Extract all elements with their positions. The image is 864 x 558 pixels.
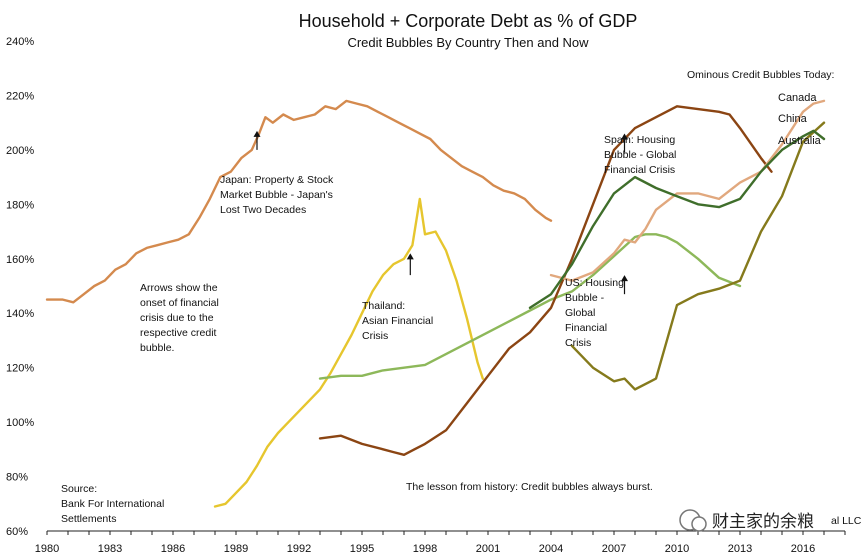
source-line: Bank For International	[61, 498, 164, 510]
series-line-3	[318, 105, 773, 456]
y-tick-label: 160%	[6, 254, 34, 266]
annotation-line: Financial	[565, 322, 607, 334]
arrow-layer	[253, 130, 628, 295]
x-tick-label: 2010	[665, 543, 689, 555]
annotation-line: Spain: Housing	[604, 134, 675, 146]
annotation-line: Lost Two Decades	[220, 204, 306, 216]
annotation-line: crisis due to the	[140, 312, 214, 324]
annotation-arrows-note: Arrows show the onset of financial crisi…	[140, 282, 219, 354]
x-tick-label: 1992	[287, 543, 311, 555]
annotation-line: Bubble -	[565, 292, 605, 304]
series-line-australia	[528, 129, 826, 309]
series-layer	[45, 99, 826, 508]
annotation-line: onset of financial	[140, 297, 219, 309]
annotation-line: Financial Crisis	[604, 164, 675, 176]
chart-subtitle: Credit Bubbles By Country Then and Now	[347, 35, 589, 50]
series-label-china: China	[778, 113, 808, 125]
annotation-line: Crisis	[362, 330, 388, 342]
onset-arrow	[621, 133, 628, 153]
watermark: 财主家的余粮 al LLC	[679, 509, 862, 532]
series-line-0	[45, 99, 553, 304]
x-axis: 1980 1983 1986 1989 1992 1995 1998 2001 2004 2007…	[35, 530, 846, 555]
x-tick-label: 2001	[476, 543, 500, 555]
y-tick-label: 140%	[6, 308, 34, 320]
series-line-canada	[549, 99, 826, 282]
y-tick-label: 60%	[6, 526, 28, 538]
annotation-line: Arrows show the	[140, 282, 218, 294]
source-line: Source:	[61, 483, 97, 495]
y-tick-label: 200%	[6, 145, 34, 157]
legend-header: Ominous Credit Bubbles Today:	[687, 69, 834, 81]
x-tick-label: 2007	[602, 543, 626, 555]
x-tick-label: 1983	[98, 543, 122, 555]
annotation-line: Bubble - Global	[604, 149, 676, 161]
y-tick-label: 220%	[6, 90, 34, 102]
annotation-line: Asian Financial	[362, 315, 433, 327]
onset-arrow	[621, 275, 628, 295]
annotation-spain: Spain: Housing Bubble - Global Financial…	[604, 134, 676, 176]
arrow-head	[621, 133, 628, 140]
annotation-thailand: Thailand: Asian Financial Crisis	[362, 300, 433, 342]
source-line: Settlements	[61, 513, 116, 525]
onset-arrow	[253, 130, 261, 150]
credit-tail: al LLC	[831, 515, 862, 527]
annotation-line: US: Housing	[565, 277, 624, 289]
source-note: Source: Bank For International Settlemen…	[61, 483, 164, 525]
annotation-line: Thailand:	[362, 300, 405, 312]
x-tick-label: 1998	[413, 543, 437, 555]
annotation-line: Global	[565, 307, 595, 319]
y-axis: 60% 80% 100% 120% 140% 160% 180% 200% 220% 240%	[6, 36, 34, 538]
watermark-text: 财主家的余粮	[712, 512, 814, 531]
annotation-japan: Japan: Property & Stock Market Bubble - …	[220, 174, 334, 216]
annotation-us: US: Housing Bubble - Global Financial Cr…	[565, 277, 624, 349]
y-tick-label: 100%	[6, 417, 34, 429]
y-tick-label: 180%	[6, 199, 34, 211]
annotation-lesson: The lesson from history: Credit bubbles …	[406, 481, 653, 493]
onset-arrow	[406, 253, 414, 276]
annotation-line: bubble.	[140, 342, 174, 354]
x-tick-label: 2004	[539, 543, 563, 555]
series-line-2	[318, 233, 742, 380]
annotation-line: respective credit	[140, 327, 217, 339]
annotation-line: Crisis	[565, 337, 591, 349]
x-tick-label: 1980	[35, 543, 59, 555]
chart-title: Household + Corporate Debt as % of GDP	[299, 11, 638, 31]
series-label-australia: Australia	[778, 135, 822, 147]
annotation-line: Japan: Property & Stock	[220, 174, 334, 186]
series-line-china	[570, 121, 826, 391]
x-tick-label: 1995	[350, 543, 374, 555]
series-label-canada: Canada	[778, 92, 817, 104]
arrow-head	[253, 130, 261, 137]
y-tick-label: 240%	[6, 36, 34, 48]
series-line-1	[213, 197, 484, 508]
arrow-head	[621, 275, 628, 282]
arrow-head	[406, 253, 414, 260]
y-tick-label: 120%	[6, 363, 34, 375]
x-tick-label: 2016	[791, 543, 815, 555]
x-tick-label: 1986	[161, 543, 185, 555]
y-tick-label: 80%	[6, 472, 28, 484]
x-tick-label: 2013	[728, 543, 752, 555]
wechat-icon-inner	[691, 516, 707, 532]
x-tick-label: 1989	[224, 543, 248, 555]
annotation-line: Market Bubble - Japan's	[220, 189, 333, 201]
